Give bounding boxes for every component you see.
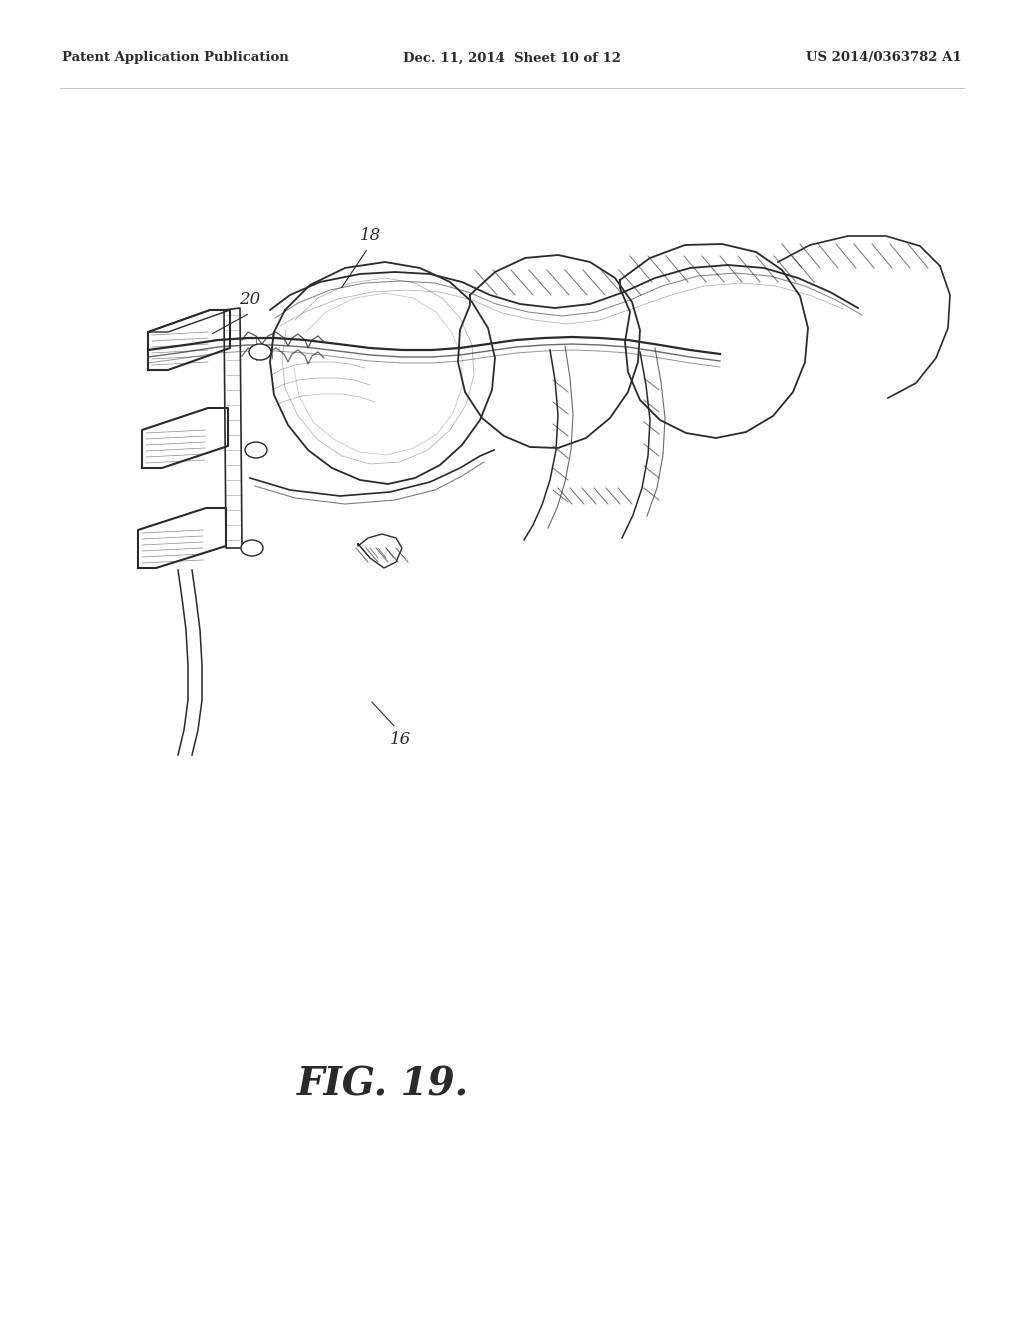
Ellipse shape bbox=[245, 442, 267, 458]
Text: 18: 18 bbox=[359, 227, 381, 243]
Text: Patent Application Publication: Patent Application Publication bbox=[62, 51, 289, 65]
Text: 16: 16 bbox=[389, 731, 411, 748]
Ellipse shape bbox=[241, 540, 263, 556]
Text: FIG. 19.: FIG. 19. bbox=[297, 1067, 469, 1104]
Text: US 2014/0363782 A1: US 2014/0363782 A1 bbox=[806, 51, 962, 65]
Text: 20: 20 bbox=[240, 292, 261, 309]
Text: Dec. 11, 2014  Sheet 10 of 12: Dec. 11, 2014 Sheet 10 of 12 bbox=[403, 51, 621, 65]
Ellipse shape bbox=[249, 345, 271, 360]
